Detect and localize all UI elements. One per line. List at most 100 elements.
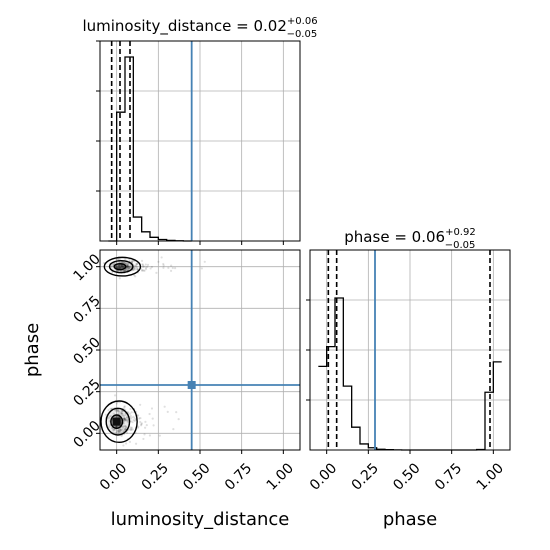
p2-point-1-31 bbox=[107, 409, 110, 412]
p3-xtick-label-0: 0.00 bbox=[307, 460, 340, 493]
p2-point-1-16 bbox=[152, 424, 155, 427]
p1-title-minus: −0.05 bbox=[287, 29, 318, 40]
p2-point-1-139 bbox=[124, 413, 127, 417]
p2-point-0-109 bbox=[114, 265, 117, 268]
p2-point-0-240 bbox=[128, 267, 131, 270]
p2-xtick-label-3: 0.75 bbox=[222, 460, 255, 493]
p2-point-0-45 bbox=[110, 264, 114, 267]
p2-point-1-35 bbox=[130, 428, 133, 432]
p2-point-1-250 bbox=[107, 417, 110, 420]
p2-point-0-116 bbox=[118, 277, 121, 280]
p2-point-0-85 bbox=[142, 269, 145, 272]
p2-point-1-160 bbox=[121, 427, 124, 430]
p2-point-1-204 bbox=[112, 412, 115, 415]
p2-point-1-73 bbox=[114, 409, 117, 412]
p3-title-plus: +0.92 bbox=[445, 227, 476, 238]
p2-point-0-95 bbox=[146, 265, 149, 268]
p2-point-0-57 bbox=[121, 265, 125, 268]
p2-point-1-232 bbox=[120, 412, 123, 415]
p2-point-0-238 bbox=[170, 264, 173, 267]
p2-point-1-159 bbox=[122, 415, 125, 418]
p1-title-plus: +0.06 bbox=[287, 16, 318, 27]
p2-point-1-136 bbox=[119, 411, 123, 414]
p3-xtick-label-2: 0.50 bbox=[390, 460, 423, 493]
p2-point-1-55 bbox=[122, 425, 125, 428]
p2-point-0-40 bbox=[124, 262, 127, 265]
p2-point-0-3 bbox=[126, 267, 129, 270]
p2-point-0-223 bbox=[127, 265, 130, 269]
p2-point-0-135 bbox=[122, 266, 126, 269]
p2-point-0-191 bbox=[118, 258, 122, 261]
p2-point-0-164 bbox=[126, 265, 129, 268]
p2-ylabel: phase bbox=[22, 323, 43, 377]
p2-point-1-246 bbox=[166, 410, 169, 413]
p2-point-0-158 bbox=[169, 269, 173, 272]
p2-point-0-61 bbox=[141, 264, 144, 267]
p2-point-1-245 bbox=[117, 409, 120, 412]
p2-point-1-46 bbox=[123, 417, 126, 420]
p2-point-1-132 bbox=[123, 417, 126, 420]
p2-point-1-233 bbox=[128, 412, 132, 415]
p1-ticks bbox=[96, 40, 284, 245]
p2-point-1-109 bbox=[158, 434, 161, 437]
p2-point-0-150 bbox=[120, 265, 124, 268]
p3-title-median: 0.06 bbox=[412, 228, 445, 246]
p2-point-0-165 bbox=[115, 266, 118, 269]
p2-point-0-33 bbox=[123, 269, 127, 272]
p2-point-1-1 bbox=[124, 418, 127, 421]
p2-point-1-141 bbox=[122, 422, 125, 425]
p2-point-1-104 bbox=[122, 425, 125, 428]
p2-point-0-220 bbox=[117, 266, 121, 270]
p2-point-0-60 bbox=[115, 265, 118, 269]
p2-point-0-73 bbox=[117, 266, 120, 269]
p2-point-0-103 bbox=[123, 269, 127, 272]
p2-point-1-173 bbox=[118, 431, 121, 434]
p2-point-0-189 bbox=[173, 267, 177, 270]
p2-point-0-250 bbox=[122, 266, 125, 269]
p2-point-1-72 bbox=[120, 409, 123, 412]
p2-point-1-64 bbox=[119, 427, 122, 431]
p2-point-0-8 bbox=[126, 265, 129, 268]
p2-point-1-220 bbox=[151, 417, 154, 420]
p3-xtick-label-1: 0.25 bbox=[349, 460, 382, 493]
p2-ytick-label-1: 0.25 bbox=[70, 376, 103, 409]
p2-point-1-167 bbox=[115, 425, 118, 428]
p2-point-1-192 bbox=[120, 414, 124, 417]
p2-xtick-label-4: 1.00 bbox=[264, 460, 297, 493]
p2-point-1-49 bbox=[123, 419, 126, 422]
p2-point-0-167 bbox=[127, 267, 130, 270]
p2-point-1-142 bbox=[129, 414, 132, 417]
p2-point-1-85 bbox=[128, 440, 132, 443]
p2-point-0-24 bbox=[135, 263, 138, 267]
p2-point-1-258 bbox=[133, 417, 136, 420]
p2-point-1-172 bbox=[150, 407, 154, 410]
panel-joint: 0.00 0.25 0.50 0.75 1.000.000.250.500.751.00… bbox=[22, 249, 301, 530]
p2-point-1-133 bbox=[119, 412, 123, 415]
p2-point-1-213 bbox=[123, 417, 126, 420]
p2-point-1-218 bbox=[125, 442, 128, 445]
p2-point-1-239 bbox=[109, 414, 113, 418]
p2-point-0-257 bbox=[116, 266, 119, 269]
p2-point-1-143 bbox=[130, 411, 133, 414]
p2-point-1-198 bbox=[129, 420, 132, 423]
p2-point-1-157 bbox=[115, 425, 118, 428]
p2-point-1-149 bbox=[140, 424, 143, 427]
p2-point-1-176 bbox=[117, 430, 120, 434]
p2-point-0-236 bbox=[141, 265, 145, 268]
p1-hist-line bbox=[108, 56, 192, 242]
p2-point-0-244 bbox=[128, 267, 131, 270]
p2-point-0-148 bbox=[160, 256, 163, 259]
p2-point-1-91 bbox=[115, 425, 118, 428]
p2-point-0-218 bbox=[119, 266, 122, 270]
p2-point-0-186 bbox=[162, 264, 165, 267]
p2-point-1-15 bbox=[109, 407, 112, 410]
panel-luminosity-marginal: luminosity_distance = 0.02+0.06 −0.05 bbox=[82, 16, 318, 245]
p2-point-1-126 bbox=[121, 409, 124, 413]
p2-point-0-232 bbox=[122, 261, 125, 264]
p3-title-eq: = bbox=[390, 228, 412, 246]
p2-point-1-174 bbox=[130, 416, 133, 419]
p2-point-0-41 bbox=[150, 265, 154, 269]
p2-point-1-61 bbox=[140, 422, 143, 425]
p2-point-0-131 bbox=[135, 267, 138, 270]
p2-point-1-222 bbox=[139, 420, 142, 424]
